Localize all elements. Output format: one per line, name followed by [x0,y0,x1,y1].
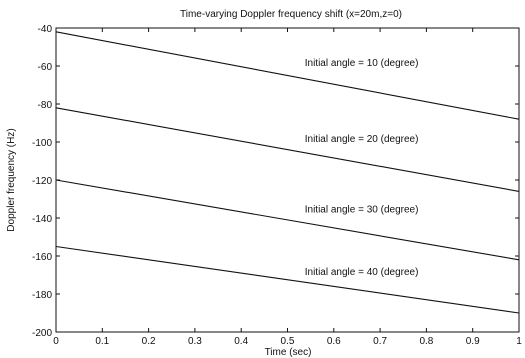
x-tick-label: 0 [53,336,59,347]
y-tick-label: -180 [32,290,52,301]
y-axis: -200 -180 -160 -140 -120 -100 -80 -60 -40 [32,24,519,339]
x-tick-label: 0.5 [281,336,295,347]
plot-frame [55,27,520,333]
series-line-3 [55,179,520,261]
y-tick-label: -80 [38,100,53,111]
x-tick-label: 0.6 [327,336,341,347]
x-tick-label: 0.8 [419,336,433,347]
y-tick-label: -100 [32,138,52,149]
y-axis-label: Doppler frequency (Hz) [6,128,17,231]
series-lines [55,31,520,314]
series-line-4 [55,245,520,314]
annotation-label: Initial angle = 10 (degree) [305,58,419,69]
x-tick-label: 0.9 [466,336,480,347]
y-tick-label: -40 [38,24,53,35]
annotation-label: Initial angle = 40 (degree) [305,267,419,278]
x-tick-label: 0.4 [234,336,248,347]
series-line-1 [55,31,520,120]
y-tick-label: -160 [32,252,52,263]
x-axis: 0 0.1 0.2 0.3 0.4 0.5 0.6 0.7 0.8 0.9 1 [53,28,522,347]
annotation-label: Initial angle = 30 (degree) [305,205,419,216]
chart-title: Time-varying Doppler frequency shift (x=… [180,9,402,20]
x-axis-label: Time (sec) [265,347,312,358]
x-tick-label: 1 [516,336,522,347]
y-tick-label: -120 [32,176,52,187]
series-line-2 [55,107,520,192]
y-tick-label: -60 [38,62,53,73]
x-tick-label: 0.3 [188,336,202,347]
y-tick-label: -200 [32,328,52,339]
x-tick-label: 0.1 [95,336,109,347]
annotation-label: Initial angle = 20 (degree) [305,134,419,145]
annotations: Initial angle = 10 (degree) Initial angle… [305,58,419,278]
y-tick-label: -140 [32,214,52,225]
x-tick-label: 0.7 [373,336,387,347]
x-tick-label: 0.2 [142,336,156,347]
